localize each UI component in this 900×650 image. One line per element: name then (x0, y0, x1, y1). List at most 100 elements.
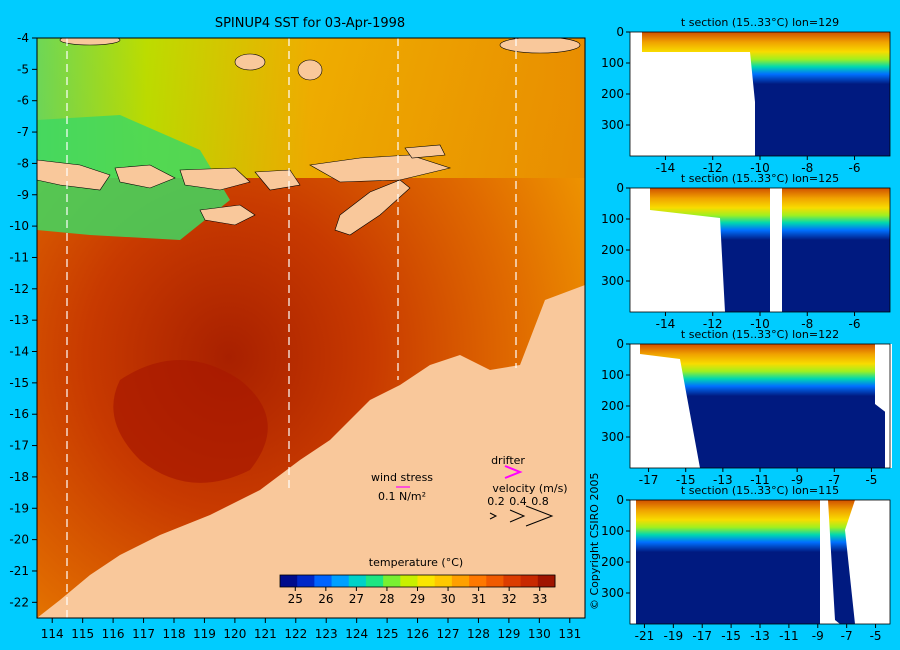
colorbar-ticks: 25 26 27 28 29 30 31 32 33 (288, 587, 547, 606)
colorbar-swatch (537, 575, 556, 587)
lon-tick-label: 122 (284, 627, 307, 641)
lon-tick-label: 117 (132, 627, 155, 641)
lat-tick-label: -22 (9, 595, 29, 609)
section-lat-label: -5 (870, 629, 882, 643)
copyright: © Copyright CSIRO 2005 (588, 473, 601, 610)
section-depth-label: 0 (616, 493, 624, 507)
section-lat-label: -21 (635, 629, 655, 643)
lat-tick-label: -7 (17, 125, 29, 139)
velocity-arrow-1 (489, 512, 498, 520)
colorbar-tick-label: 33 (532, 592, 547, 606)
section-depth-label: 100 (601, 524, 624, 538)
lon-tick-label: 125 (376, 627, 399, 641)
eddy-warm-core (113, 360, 268, 483)
colorbar-swatch (297, 575, 315, 587)
section-lat-label: -13 (750, 629, 770, 643)
lon-tick-label: 115 (71, 627, 94, 641)
colorbar-tick-label: 29 (410, 592, 425, 606)
drifter-icon (504, 465, 523, 479)
colorbar-swatch (331, 575, 350, 587)
drifter-label: drifter (491, 454, 525, 467)
sst-map (37, 38, 585, 618)
colorbar-swatch (469, 575, 487, 587)
velocity-value-2: 0.4 (509, 495, 527, 508)
section-lat-label: -15 (676, 473, 696, 487)
map-title: SPINUP4 SST for 03-Apr-1998 (215, 16, 405, 31)
colorbar-swatch (314, 575, 333, 587)
section-depth-label: 300 (601, 430, 624, 444)
section-lat-label: -7 (828, 473, 840, 487)
colorbar-tick-label: 27 (349, 592, 364, 606)
lat-tick-label: -8 (17, 156, 29, 170)
section-panels: t section (15..33°C) lon=129 0 100 200 300 -1… (601, 16, 892, 643)
lon-tick-label: 124 (345, 627, 368, 641)
section-depth-label: 300 (601, 274, 624, 288)
vector-legend: wind stress 0.1 N/m² drifter velocity (m… (371, 454, 568, 527)
lat-tick-label: -5 (17, 62, 29, 76)
section-land-mask (630, 188, 782, 312)
section-title: t section (15..33°C) lon=115 (681, 484, 839, 497)
australia-land (37, 285, 585, 618)
section-lat-label: -9 (812, 629, 824, 643)
colorbar-tick-label: 31 (471, 592, 486, 606)
section-lat-label: -17 (692, 629, 712, 643)
section-lat-label: -19 (664, 629, 684, 643)
section-land-mask (630, 32, 755, 156)
section-depth-label: 200 (601, 243, 624, 257)
colorbar-tick-label: 28 (379, 592, 394, 606)
wind-stress-label: wind stress (371, 471, 433, 484)
section-lat-label: -17 (639, 473, 659, 487)
colorbar-swatch (348, 575, 367, 587)
lon-tick-label: 126 (406, 627, 429, 641)
section-lat-label: -11 (750, 473, 770, 487)
colorbar-tick-label: 26 (318, 592, 333, 606)
colorbar: temperature (°C) 25 26 27 28 29 30 31 32 33 (279, 556, 556, 606)
lon-tick-label: 123 (315, 627, 338, 641)
lon-tick-label: 131 (558, 627, 581, 641)
lat-tick-label: -12 (9, 282, 29, 296)
colorbar-swatch (434, 575, 453, 587)
section-depth-label: 0 (616, 25, 624, 39)
colorbar-title: temperature (°C) (369, 556, 463, 569)
lon-tick-label: 114 (41, 627, 64, 641)
lon-tick-label: 116 (102, 627, 125, 641)
section-title: t section (15..33°C) lon=129 (681, 16, 839, 29)
colorbar-swatch (503, 575, 522, 587)
section-lat-label: -12 (703, 161, 723, 175)
colorbar-swatches (280, 575, 556, 587)
section-lat-label: -7 (841, 629, 853, 643)
lat-tick-label: -20 (9, 533, 29, 547)
section-lat-label: -10 (750, 317, 770, 331)
lat-tick-label: -14 (9, 345, 29, 359)
velocity-value-1: 0.2 (487, 495, 505, 508)
section-title: t section (15..33°C) lon=125 (681, 172, 839, 185)
lon-tick-label: 129 (497, 627, 520, 641)
section-lat-label: -6 (849, 161, 861, 175)
section-depth-label: 300 (601, 118, 624, 132)
lon-tick-label: 121 (254, 627, 277, 641)
section-land-mask (630, 344, 892, 468)
map-frame (36, 37, 586, 619)
lon-tick-label: 130 (528, 627, 551, 641)
velocity-arrow-3 (525, 505, 554, 527)
section-depth-label: 0 (616, 337, 624, 351)
colorbar-swatch (280, 575, 298, 587)
section-depth-label: 200 (601, 399, 624, 413)
section-lat-label: -5 (865, 473, 877, 487)
lon-tick-label: 120 (223, 627, 246, 641)
velocity-arrow-2 (509, 509, 526, 523)
section-panel-3: t section (15..33°C) lon=115 0 100 200 300 -2… (601, 484, 891, 643)
section-depth-label: 200 (601, 555, 624, 569)
section-lat-label: -8 (801, 317, 813, 331)
lat-tick-label: -16 (9, 407, 29, 421)
colorbar-swatch (486, 575, 504, 587)
section-land-mask (630, 500, 890, 624)
colorbar-swatch (451, 575, 470, 587)
section-lat-label: -12 (703, 317, 723, 331)
section-lat-label: -14 (656, 161, 676, 175)
section-lines (66, 38, 517, 618)
wind-stress-value: 0.1 N/m² (378, 490, 426, 503)
lat-tick-label: -9 (17, 188, 29, 202)
section-temperature-field (630, 500, 890, 624)
